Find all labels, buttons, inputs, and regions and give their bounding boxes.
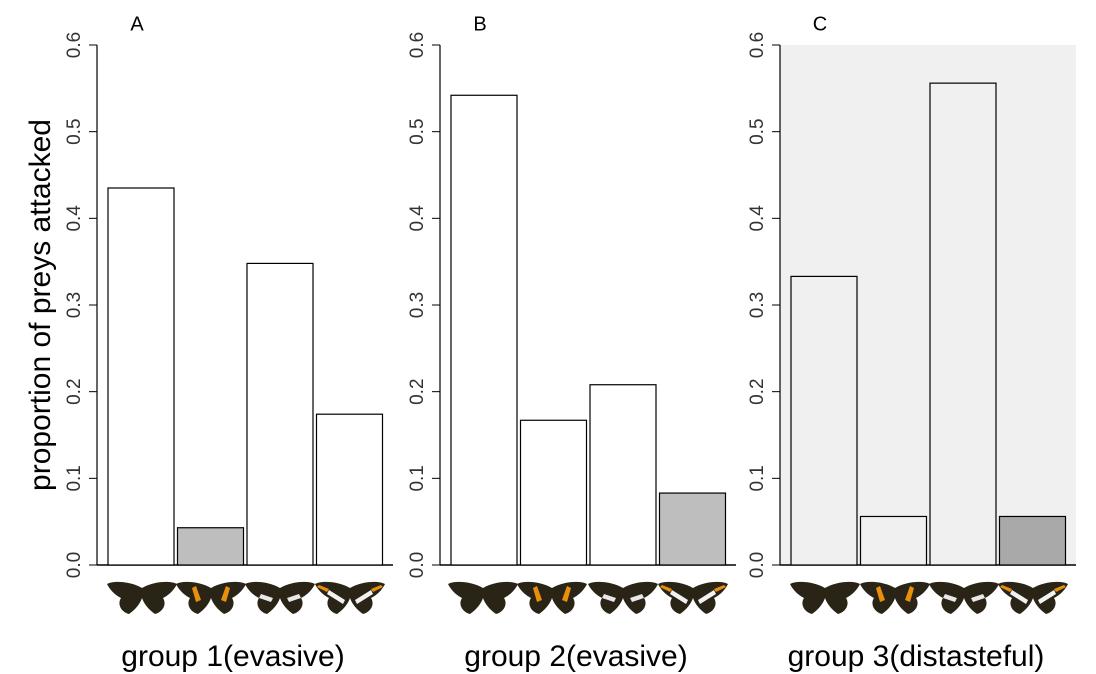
y-tick-label: 0.1	[747, 465, 768, 491]
bar	[589, 384, 657, 566]
panel-label: C	[813, 13, 827, 35]
y-tick-label: 0.4	[747, 205, 768, 232]
bar	[929, 82, 997, 566]
bar	[176, 527, 245, 566]
y-tick-label: 0.6	[64, 32, 85, 58]
y-tick-label: 0.5	[407, 118, 428, 144]
y-tick-label: 0.6	[407, 32, 428, 58]
y-tick-label: 0.3	[64, 292, 85, 318]
bar	[107, 187, 175, 566]
butterfly-images	[107, 582, 1068, 614]
bar	[658, 492, 727, 566]
x-axis-label: group 1(evasive)	[121, 640, 344, 673]
bar	[246, 262, 314, 566]
y-tick-label: 0.1	[407, 465, 428, 491]
y-tick-label: 0.0	[64, 552, 85, 578]
y-tick-label: 0.4	[64, 205, 85, 232]
y-tick-label: 0.0	[407, 552, 428, 578]
y-tick-label: 0.5	[747, 118, 768, 144]
y-tick-label: 0.6	[747, 32, 768, 58]
y-tick-label: 0.2	[747, 378, 768, 404]
bar	[998, 515, 1067, 566]
x-axis-label: group 2(evasive)	[464, 640, 687, 673]
panel-label: A	[130, 13, 144, 35]
bar	[519, 419, 588, 566]
bar	[859, 515, 928, 566]
y-tick-label: 0.3	[407, 292, 428, 318]
y-tick-label: 0.5	[64, 118, 85, 144]
y-tick-label: 0.2	[64, 378, 85, 404]
y-tick-label: 0.4	[407, 205, 428, 232]
y-tick-label: 0.0	[747, 552, 768, 578]
y-tick-label: 0.2	[407, 378, 428, 404]
bar	[315, 413, 384, 566]
panel-label: B	[473, 13, 486, 35]
bar	[450, 94, 518, 566]
x-axis-label: group 3(distasteful)	[788, 640, 1045, 673]
bar	[790, 275, 858, 566]
y-tick-label: 0.3	[747, 292, 768, 318]
y-tick-label: 0.1	[64, 465, 85, 491]
y-axis-label: proportion of preys attacked	[24, 119, 57, 491]
